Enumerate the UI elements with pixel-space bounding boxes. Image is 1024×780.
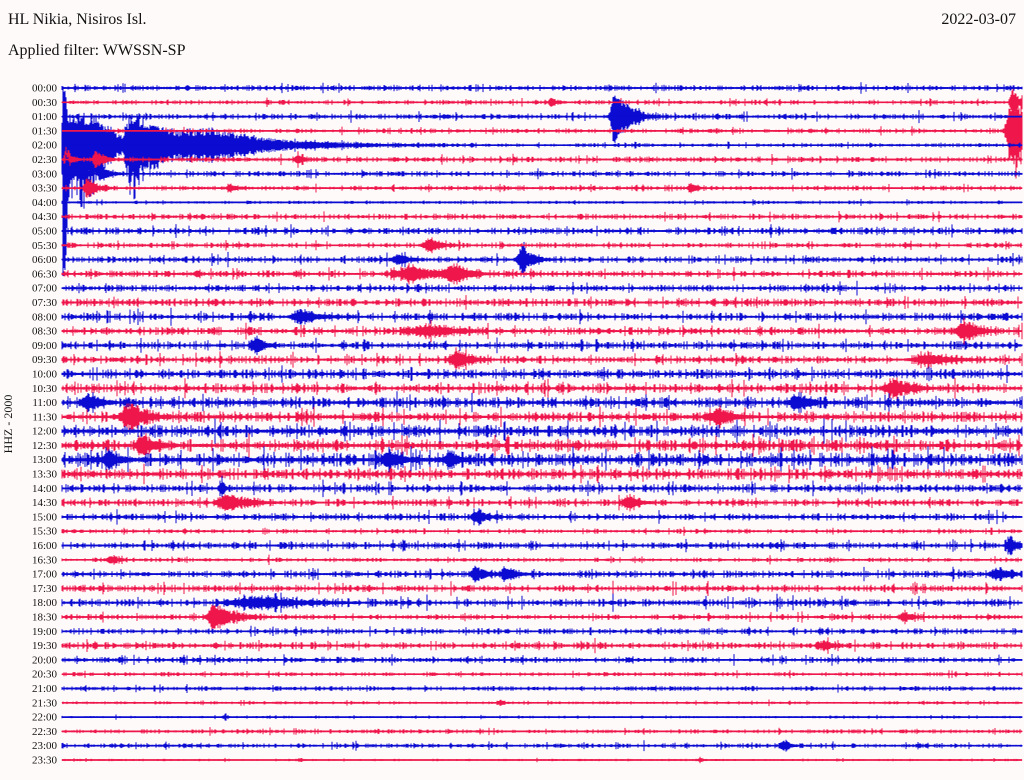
time-label-2130: 21:30 — [32, 697, 58, 709]
time-label-0300: 03:00 — [32, 168, 58, 180]
time-label-0100: 01:00 — [32, 111, 58, 123]
time-label-1830: 18:30 — [32, 612, 58, 624]
time-label-0130: 01:30 — [32, 125, 58, 137]
time-label-0730: 07:30 — [32, 297, 58, 309]
time-label-2200: 22:00 — [32, 712, 58, 724]
time-label-1230: 12:30 — [32, 440, 58, 452]
time-label-2330: 23:30 — [32, 755, 58, 767]
filter-label: Applied filter: WWSSN-SP — [8, 42, 186, 59]
y-axis-label: HHZ - 2000 — [1, 395, 15, 454]
time-label-1700: 17:00 — [32, 569, 58, 581]
time-label-1600: 16:00 — [32, 540, 58, 552]
time-labels: 00:00 00:30 01:00 01:30 02:00 02:30 03:00 03:30… — [32, 83, 58, 767]
time-label-0600: 06:00 — [32, 254, 58, 266]
time-label-0200: 02:00 — [32, 140, 58, 152]
time-label-1530: 15:30 — [32, 526, 58, 538]
time-label-1900: 19:00 — [32, 626, 58, 638]
time-label-2000: 20:00 — [32, 654, 58, 666]
time-label-1100: 11:00 — [32, 397, 57, 409]
time-label-0830: 08:30 — [32, 326, 58, 338]
header: HL Nikia, Nisiros Isl. 2022-03-07 — [8, 11, 1016, 29]
time-label-1430: 14:30 — [32, 497, 58, 509]
time-label-2300: 23:00 — [32, 740, 58, 752]
time-label-0430: 04:30 — [32, 211, 58, 223]
time-label-0400: 04:00 — [32, 197, 58, 209]
time-label-0700: 07:00 — [32, 283, 58, 295]
time-label-2030: 20:30 — [32, 669, 58, 681]
time-label-1000: 10:00 — [32, 369, 58, 381]
time-label-0800: 08:00 — [32, 311, 58, 323]
time-label-1030: 10:30 — [32, 383, 58, 395]
time-label-0500: 05:00 — [32, 226, 58, 238]
time-label-1300: 13:00 — [32, 454, 58, 466]
time-label-1400: 14:00 — [32, 483, 58, 495]
time-label-1500: 15:00 — [32, 511, 58, 523]
time-label-1730: 17:30 — [32, 583, 58, 595]
time-label-2230: 22:30 — [32, 726, 58, 738]
time-label-0000: 00:00 — [32, 83, 58, 95]
time-label-0530: 05:30 — [32, 240, 58, 252]
plot-date: 2022-03-07 — [941, 11, 1016, 28]
station-title: HL Nikia, Nisiros Isl. — [8, 11, 147, 28]
time-label-0630: 06:30 — [32, 268, 58, 280]
time-label-1630: 16:30 — [32, 554, 58, 566]
time-label-1930: 19:30 — [32, 640, 58, 652]
time-label-0030: 00:30 — [32, 97, 58, 109]
time-label-1200: 12:00 — [32, 426, 58, 438]
time-label-1330: 13:30 — [32, 469, 58, 481]
time-label-2100: 21:00 — [32, 683, 58, 695]
time-label-0230: 02:30 — [32, 154, 58, 166]
time-label-0900: 09:00 — [32, 340, 58, 352]
time-label-1130: 11:30 — [32, 411, 57, 423]
time-label-1800: 18:00 — [32, 597, 58, 609]
trace-centerlines — [62, 87, 1022, 761]
trace-layer — [61, 82, 1023, 764]
time-label-0930: 09:30 — [32, 354, 58, 366]
time-label-0330: 03:30 — [32, 183, 58, 195]
